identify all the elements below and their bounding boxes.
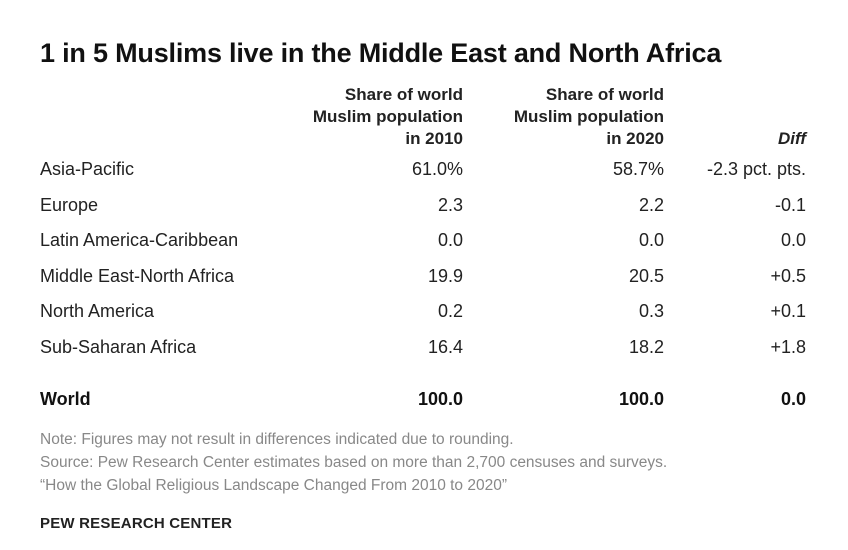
column-header-2010-line-1: Share of world [344,85,463,104]
region-label: Sub-Saharan Africa [40,336,197,357]
note-text: Note: Figures may not result in differen… [40,431,514,448]
value-2020: 0.0 [638,230,664,251]
value-diff: -0.1 [774,194,806,215]
region-label: Middle East-North Africa [40,265,235,286]
table-row: Asia-Pacific 61.0% 58.7% -2.3 pct. pts. [40,152,806,188]
value-diff: +1.8 [770,336,806,357]
total-2020: 100.0 [618,388,664,409]
notes-block: Note: Figures may not result in differen… [40,428,667,497]
column-header-2010: Share of world Muslim population in 2010 [313,84,463,150]
column-header-2010-line-3: in 2010 [405,129,463,148]
source-text: Source: Pew Research Center estimates ba… [40,454,668,471]
total-2010: 100.0 [417,388,463,409]
column-header-diff: Diff [777,129,806,148]
region-label: North America [40,301,155,322]
value-2010: 2.3 [437,194,463,215]
value-diff: +0.1 [770,301,806,322]
column-header-2010-line-2: Muslim population [312,107,463,126]
column-header-2020: Share of world Muslim population in 2020 [514,84,664,150]
total-diff: 0.0 [780,388,806,409]
column-header-2020-line-3: in 2020 [606,129,664,148]
region-label: Asia-Pacific [40,159,135,180]
table-row: Middle East-North Africa 19.9 20.5 +0.5 [40,259,806,295]
value-2020: 20.5 [628,265,664,286]
table-row: Europe 2.3 2.2 -0.1 [40,188,806,224]
value-diff: +0.5 [770,265,806,286]
total-row: World 100.0 100.0 0.0 [40,365,806,427]
value-2020: 0.3 [638,301,664,322]
value-2020: 58.7% [612,159,664,180]
report-title: “How the Global Religious Landscape Chan… [40,477,508,494]
region-label: Europe [40,194,99,215]
value-diff: 0.0 [780,230,806,251]
table-body: Asia-Pacific 61.0% 58.7% -2.3 pct. pts. … [40,152,806,427]
column-header-2020-line-1: Share of world [545,85,664,104]
value-2010: 16.4 [427,336,463,357]
data-table: Asia-Pacific 61.0% 58.7% -2.3 pct. pts. … [40,152,806,427]
publisher-logo-text: PEW RESEARCH CENTER [40,515,233,532]
table-row: Latin America-Caribbean 0.0 0.0 0.0 [40,223,806,259]
column-header-2020-line-2: Muslim population [513,107,664,126]
total-label: World [40,388,91,409]
value-2020: 18.2 [628,336,664,357]
table-row: Sub-Saharan Africa 16.4 18.2 +1.8 [40,330,806,366]
value-2020: 2.2 [638,194,664,215]
region-label: Latin America-Caribbean [40,230,239,251]
value-2010: 0.2 [437,301,463,322]
value-2010: 61.0% [411,159,463,180]
chart-title: 1 in 5 Muslims live in the Middle East a… [40,38,722,68]
value-diff: -2.3 pct. pts. [706,159,806,180]
table-row: North America 0.2 0.3 +0.1 [40,294,806,330]
value-2010: 0.0 [437,230,463,251]
value-2010: 19.9 [427,265,463,286]
